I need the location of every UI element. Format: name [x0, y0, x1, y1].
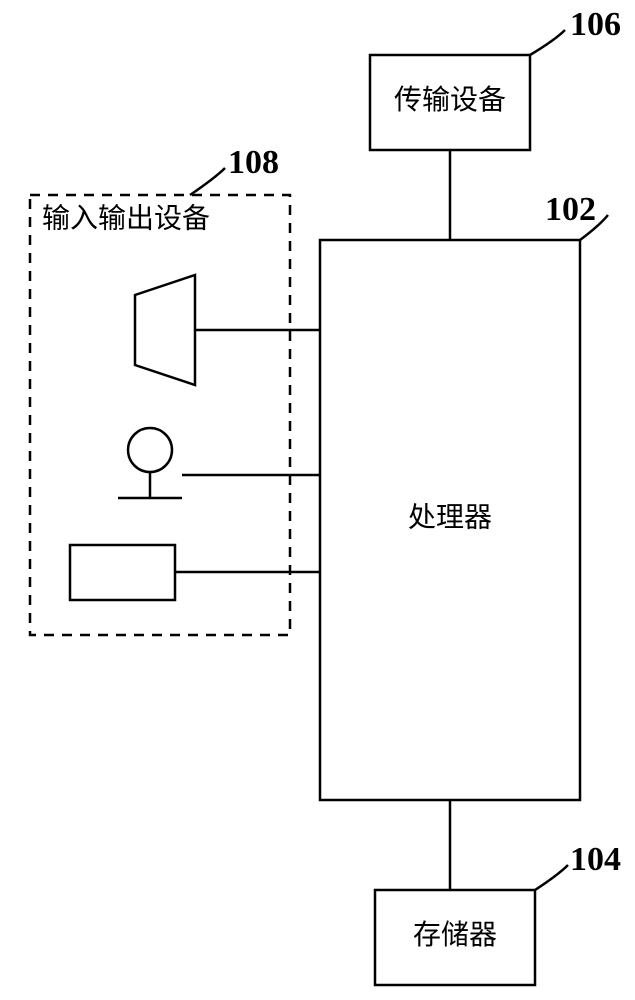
speaker-icon [135, 275, 195, 385]
memory-leader [535, 865, 568, 890]
transfer-device-label: 传输设备 [394, 84, 506, 116]
io-rect-icon [70, 545, 175, 600]
memory-num: 104 [570, 841, 621, 878]
mic-head-icon [128, 428, 172, 472]
io-num: 108 [228, 144, 279, 181]
io-leader [190, 168, 225, 195]
memory-label: 存储器 [413, 919, 497, 951]
processor-label: 处理器 [408, 501, 492, 533]
transfer-num: 106 [570, 6, 621, 43]
transfer-leader [530, 30, 565, 55]
processor-num: 102 [545, 191, 596, 228]
io-label: 输入输出设备 [42, 202, 210, 234]
